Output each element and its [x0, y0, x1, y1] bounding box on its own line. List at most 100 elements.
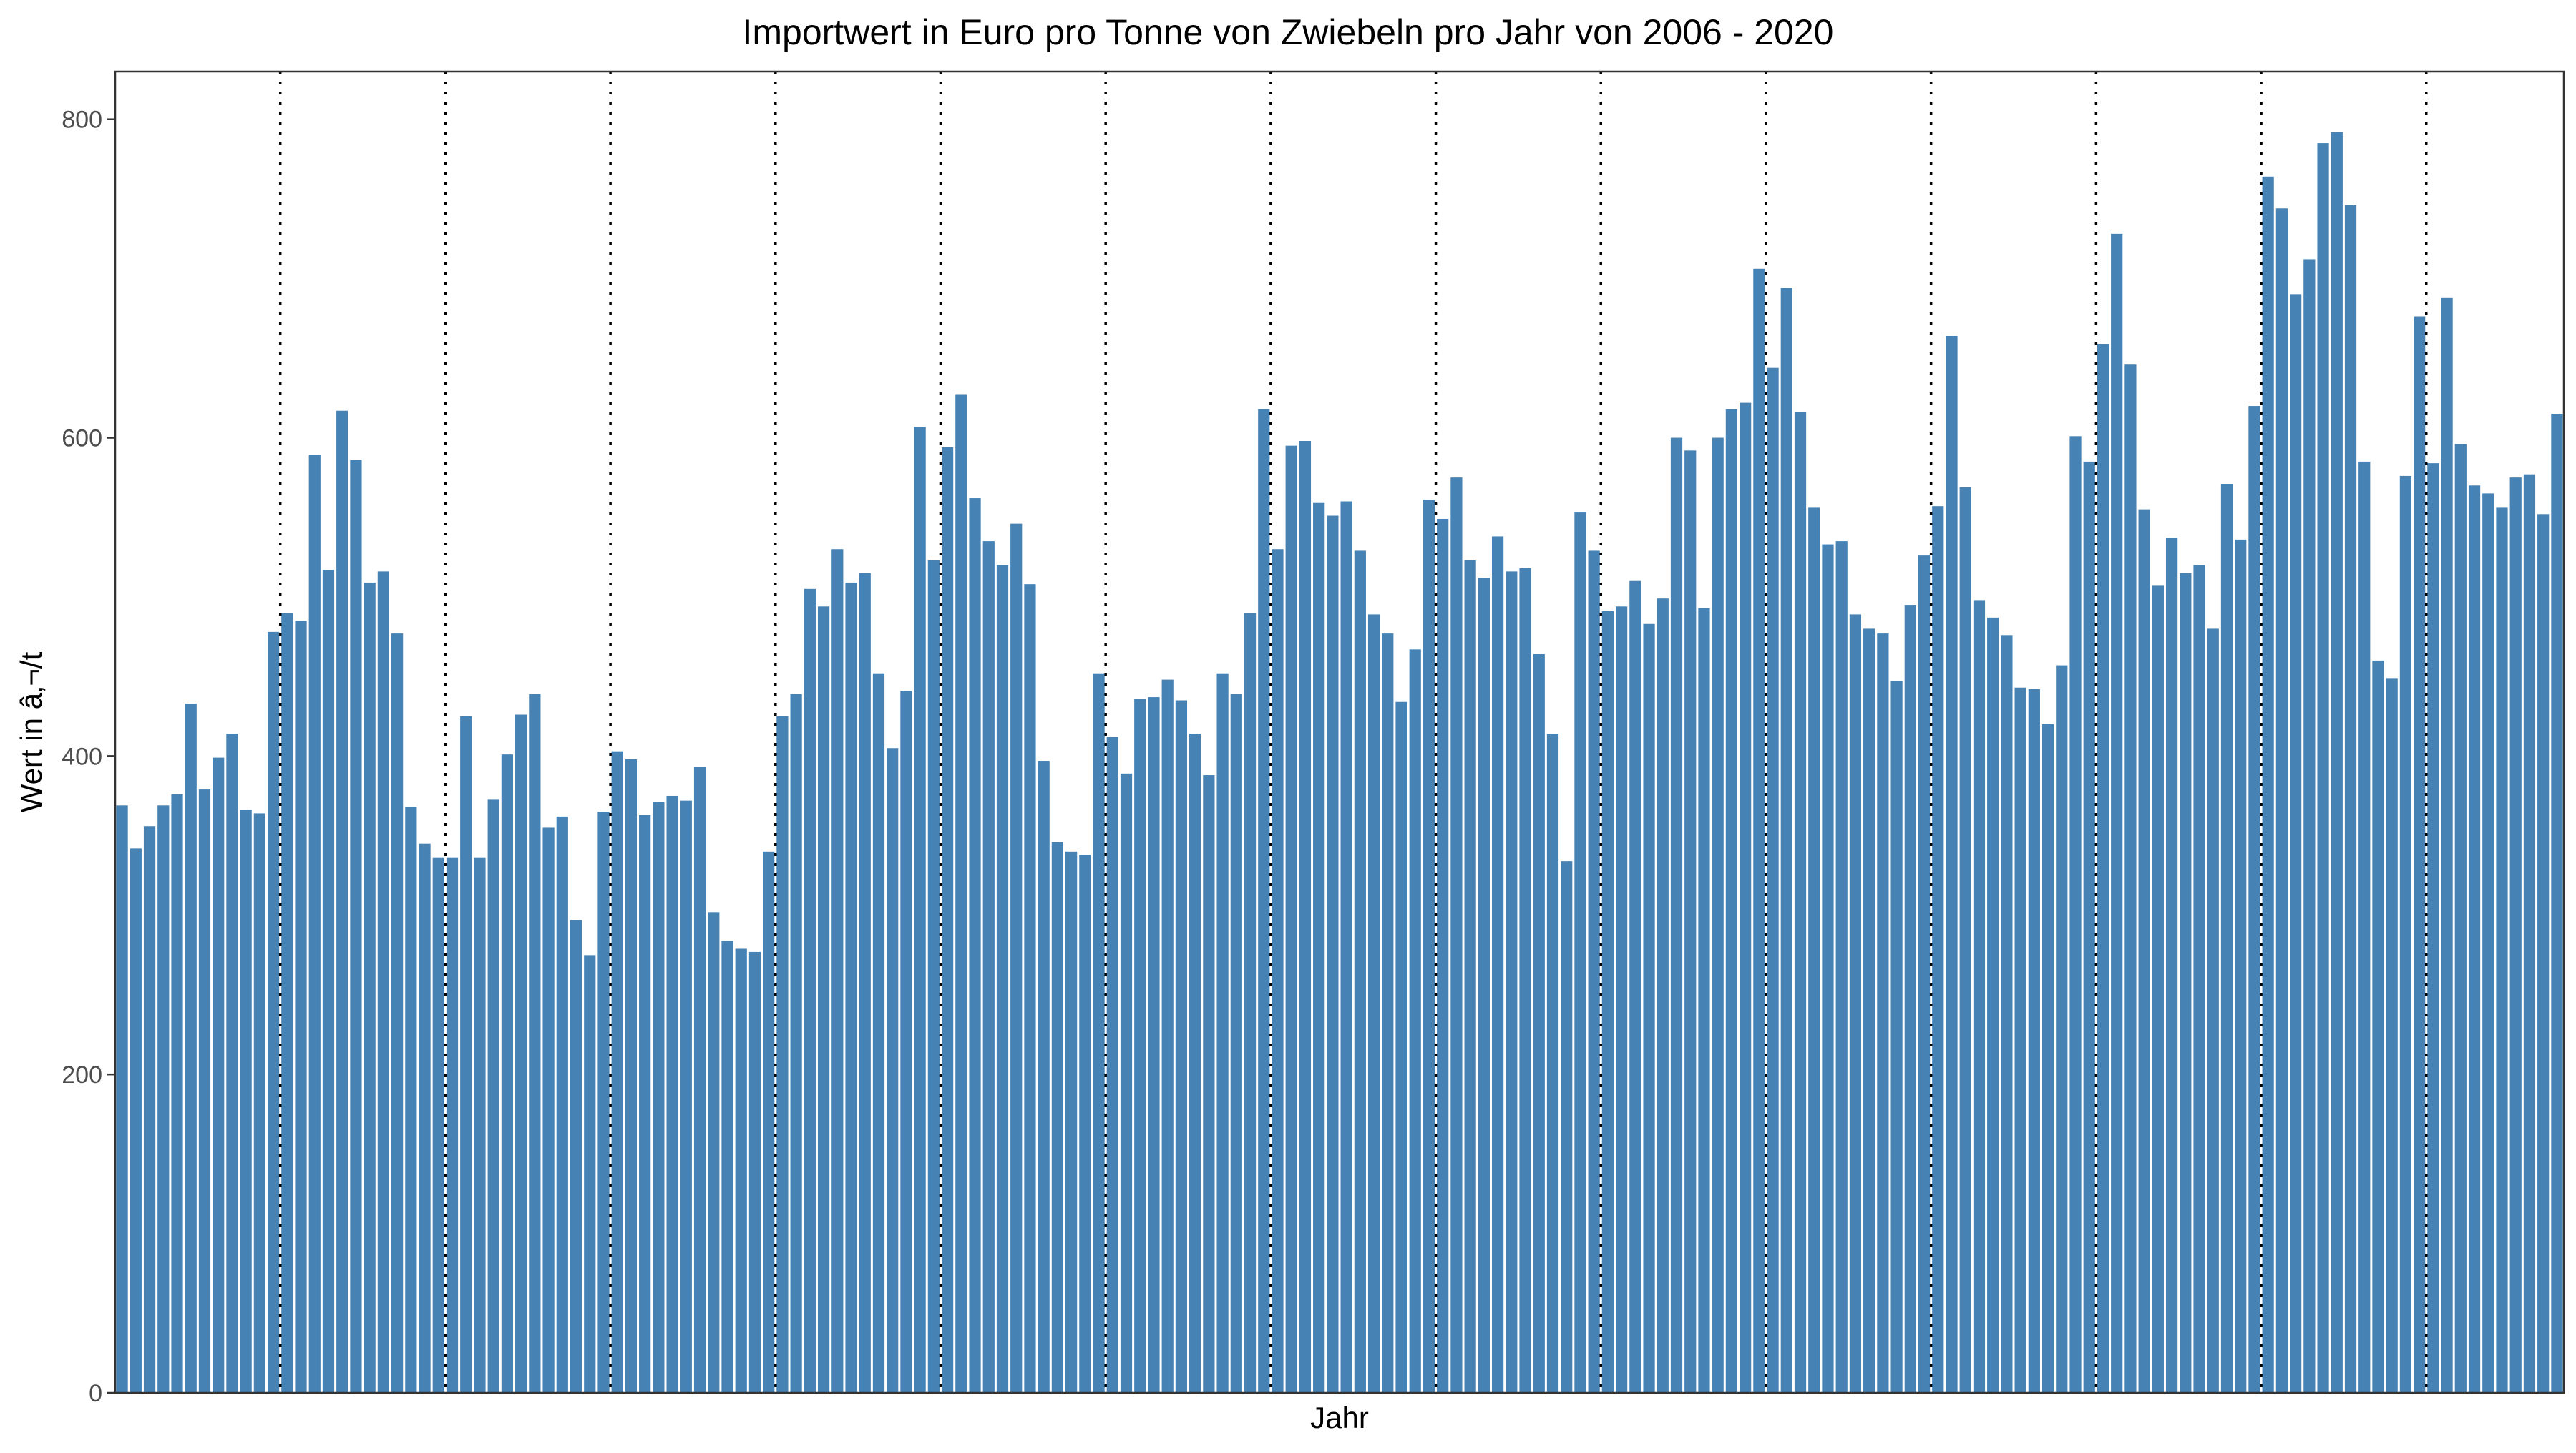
bar [1450, 477, 1463, 1393]
bar [2468, 485, 2481, 1393]
bar [1877, 633, 1889, 1393]
bar [405, 807, 417, 1393]
bar [790, 694, 802, 1393]
bars-layer [116, 132, 2563, 1394]
bar [130, 848, 142, 1393]
bar [900, 691, 912, 1393]
bar [1285, 445, 1297, 1394]
bar [2537, 514, 2550, 1393]
bar [2344, 205, 2357, 1393]
bar [1643, 623, 1655, 1393]
bar [2523, 474, 2536, 1394]
bar [1863, 628, 1875, 1394]
bar [1244, 613, 1257, 1394]
bar [1340, 501, 1352, 1393]
bar [1382, 633, 1394, 1393]
bar [969, 498, 981, 1393]
bar [1684, 450, 1697, 1393]
bar [653, 802, 665, 1393]
bar [2180, 573, 2192, 1393]
bar [2482, 493, 2494, 1393]
bar [1051, 842, 1063, 1393]
bar [1932, 506, 1944, 1394]
bar [1258, 409, 1270, 1393]
bar [171, 794, 183, 1393]
bar [240, 810, 252, 1393]
bar [143, 826, 156, 1393]
bar [570, 920, 582, 1393]
bar [2207, 628, 2219, 1394]
chart-title: Importwert in Euro pro Tonne von Zwiebel… [743, 12, 1834, 52]
bar [1367, 614, 1380, 1394]
bar [2303, 259, 2316, 1394]
bar [377, 571, 389, 1393]
bar [1946, 336, 1958, 1394]
bar [1712, 437, 1724, 1393]
bar [1354, 550, 1366, 1394]
bar [1740, 402, 1752, 1393]
bar [2041, 724, 2054, 1393]
bar [1849, 614, 1862, 1394]
bar [446, 857, 459, 1393]
bar [1890, 681, 1903, 1393]
y-axis-title: Wert in â‚¬/t [14, 651, 48, 812]
bar [2083, 461, 2095, 1393]
bar [625, 759, 638, 1393]
bar [584, 955, 596, 1393]
bar [597, 812, 610, 1393]
bar [982, 541, 995, 1393]
bar [2124, 364, 2137, 1394]
bar [1395, 701, 1407, 1393]
bar [1506, 571, 1518, 1393]
bar [460, 716, 472, 1393]
bar [1588, 550, 1600, 1394]
bar [157, 805, 170, 1393]
bar [859, 573, 871, 1393]
bar [1670, 437, 1683, 1393]
bar [1464, 560, 1476, 1393]
bar [1038, 761, 1050, 1393]
bar [1272, 549, 1284, 1393]
bar [872, 673, 885, 1393]
bar [1065, 851, 1078, 1393]
bar [1973, 600, 1986, 1393]
bar [2138, 509, 2150, 1393]
bar [1010, 523, 1023, 1393]
bar [1175, 700, 1188, 1393]
bar [267, 631, 280, 1393]
bar [1079, 855, 1091, 1393]
bar [515, 714, 527, 1393]
bar [2509, 477, 2522, 1393]
y-tick-label: 800 [62, 107, 102, 134]
bar [2331, 132, 2343, 1393]
bar [2248, 406, 2260, 1393]
bar [1904, 605, 1916, 1393]
bar [1313, 502, 1325, 1393]
bar [2193, 565, 2205, 1393]
bar [556, 816, 568, 1393]
bar [845, 582, 857, 1394]
bar [1189, 734, 1201, 1393]
bar [1918, 555, 1931, 1393]
bar [1437, 518, 1449, 1393]
bar [941, 447, 954, 1393]
bar [2014, 687, 2026, 1393]
y-tick-label: 400 [62, 743, 102, 770]
y-tick-label: 0 [89, 1380, 102, 1407]
bar [680, 800, 692, 1393]
bar [2262, 176, 2274, 1393]
bar [2028, 689, 2040, 1393]
bar [474, 857, 486, 1393]
bar [1134, 699, 1146, 1393]
bar [1423, 500, 1435, 1393]
bar [1491, 536, 1504, 1394]
bar [198, 789, 211, 1393]
bar [1987, 617, 1999, 1393]
bar [721, 941, 733, 1393]
bar [1794, 412, 1807, 1394]
bar [1753, 268, 1765, 1393]
bar [2551, 414, 2563, 1394]
bar [693, 767, 706, 1393]
bar [2441, 297, 2453, 1393]
